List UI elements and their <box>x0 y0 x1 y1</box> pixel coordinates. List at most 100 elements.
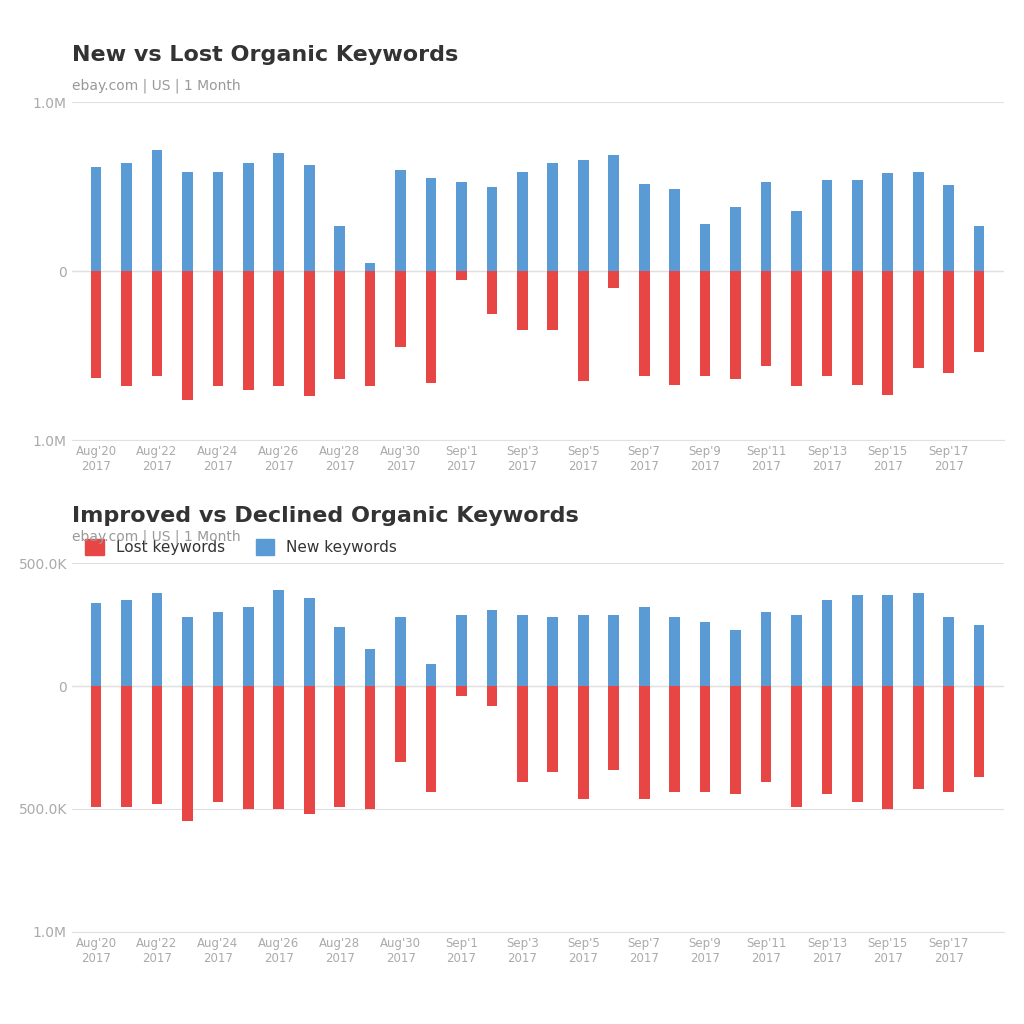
Bar <box>730 630 741 686</box>
Bar <box>761 182 771 271</box>
Bar <box>426 686 436 792</box>
Bar <box>121 686 132 807</box>
Legend: Lost keywords, New keywords: Lost keywords, New keywords <box>79 532 403 561</box>
Bar <box>883 271 893 394</box>
Bar <box>608 686 620 770</box>
Bar <box>943 271 954 373</box>
Bar <box>273 686 284 809</box>
Bar <box>883 173 893 271</box>
Bar <box>639 607 649 686</box>
Bar <box>699 271 711 376</box>
Bar <box>152 271 162 376</box>
Bar <box>91 686 101 807</box>
Bar <box>821 180 833 271</box>
Bar <box>395 271 406 347</box>
Bar <box>883 595 893 686</box>
Bar <box>334 225 345 271</box>
Bar <box>792 614 802 686</box>
Bar <box>913 271 924 368</box>
Bar <box>730 686 741 795</box>
Bar <box>578 271 589 381</box>
Bar <box>304 165 314 271</box>
Bar <box>213 612 223 686</box>
Bar <box>182 617 193 686</box>
Bar <box>243 271 254 390</box>
Bar <box>213 271 223 386</box>
Bar <box>121 163 132 271</box>
Bar <box>670 617 680 686</box>
Bar <box>699 224 711 271</box>
Bar <box>852 686 862 802</box>
Bar <box>182 172 193 271</box>
Bar <box>548 271 558 331</box>
Bar <box>792 211 802 271</box>
Bar <box>152 150 162 271</box>
Bar <box>578 686 589 799</box>
Bar <box>913 172 924 271</box>
Bar <box>974 686 984 777</box>
Bar <box>152 686 162 804</box>
Bar <box>639 183 649 271</box>
Text: ebay.com | US | 1 Month: ebay.com | US | 1 Month <box>72 78 241 92</box>
Bar <box>304 271 314 396</box>
Bar <box>821 600 833 686</box>
Text: ebay.com | US | 1 Month: ebay.com | US | 1 Month <box>72 529 241 544</box>
Bar <box>852 595 862 686</box>
Bar <box>517 614 527 686</box>
Bar <box>608 614 620 686</box>
Bar <box>213 686 223 802</box>
Bar <box>974 225 984 271</box>
Bar <box>761 686 771 782</box>
Bar <box>273 590 284 686</box>
Bar <box>792 271 802 386</box>
Bar <box>699 623 711 686</box>
Bar <box>395 617 406 686</box>
Bar <box>91 167 101 271</box>
Bar <box>121 600 132 686</box>
Bar <box>365 649 376 686</box>
Bar <box>486 686 498 706</box>
Bar <box>456 182 467 271</box>
Bar <box>182 271 193 399</box>
Bar <box>365 263 376 271</box>
Bar <box>304 598 314 686</box>
Bar <box>974 271 984 352</box>
Bar <box>639 686 649 799</box>
Bar <box>578 614 589 686</box>
Bar <box>456 686 467 696</box>
Bar <box>213 172 223 271</box>
Bar <box>792 686 802 807</box>
Bar <box>639 271 649 376</box>
Bar <box>821 686 833 795</box>
Bar <box>913 686 924 790</box>
Bar <box>943 617 954 686</box>
Bar <box>578 160 589 271</box>
Bar <box>821 271 833 376</box>
Bar <box>730 207 741 271</box>
Bar <box>852 271 862 385</box>
Bar <box>426 664 436 686</box>
Bar <box>182 686 193 821</box>
Bar <box>152 593 162 686</box>
Bar <box>365 686 376 809</box>
Bar <box>548 617 558 686</box>
Text: Improved vs Declined Organic Keywords: Improved vs Declined Organic Keywords <box>72 506 579 525</box>
Bar <box>365 271 376 386</box>
Bar <box>608 155 620 271</box>
Bar <box>517 686 527 782</box>
Bar <box>670 686 680 792</box>
Bar <box>426 271 436 383</box>
Bar <box>334 686 345 807</box>
Bar <box>486 271 498 313</box>
Bar <box>243 607 254 686</box>
Bar <box>548 686 558 772</box>
Bar <box>395 170 406 271</box>
Bar <box>334 271 345 380</box>
Bar <box>91 271 101 378</box>
Bar <box>730 271 741 380</box>
Bar <box>883 686 893 809</box>
Bar <box>395 686 406 762</box>
Bar <box>121 271 132 386</box>
Bar <box>943 185 954 271</box>
Bar <box>517 271 527 331</box>
